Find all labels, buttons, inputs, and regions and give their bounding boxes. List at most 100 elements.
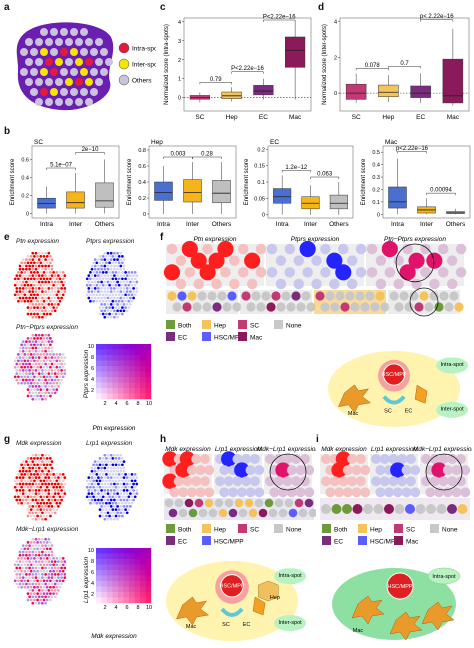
chart-title: Mac xyxy=(385,139,398,146)
tissue-spot xyxy=(119,453,123,457)
inter-spot-badge xyxy=(436,401,469,418)
tissue-spot xyxy=(111,514,115,518)
gradient-cell xyxy=(145,597,152,604)
tissue-spot xyxy=(103,489,107,492)
tissue-spot xyxy=(121,495,124,499)
gradient-cell xyxy=(112,570,119,576)
tissue-spot xyxy=(125,274,129,277)
tissue-spot xyxy=(20,353,23,356)
spot xyxy=(85,78,93,86)
tissue-spot xyxy=(29,365,33,369)
tissue-spot xyxy=(15,566,19,570)
tissue-spot xyxy=(100,476,103,479)
legend-label: Hep xyxy=(214,527,226,534)
y-tick-label: 2 xyxy=(91,592,94,598)
tissue-spot xyxy=(53,362,57,366)
tissue-spot xyxy=(36,283,39,287)
tissue-spot xyxy=(129,290,132,293)
gradient-cell xyxy=(101,581,108,587)
tissue-spot xyxy=(125,476,129,479)
tissue-spot xyxy=(31,369,35,372)
legend-swatch-hep xyxy=(202,524,211,533)
tissue-spot xyxy=(119,511,123,515)
expression-spot xyxy=(162,451,178,467)
tissue-spot xyxy=(90,466,94,470)
tissue-spot xyxy=(31,537,35,541)
tissue-spot xyxy=(98,293,102,297)
tissue-spot xyxy=(13,375,17,379)
tissue-spot xyxy=(44,280,47,284)
tissue-spot xyxy=(37,333,41,337)
tissue-spot xyxy=(63,369,67,372)
box-others xyxy=(212,180,231,204)
tissue-spot xyxy=(45,353,49,356)
tissue-spot xyxy=(111,255,115,258)
tissue-spot xyxy=(100,511,103,515)
tissue-spot xyxy=(98,479,102,483)
tissue-spot xyxy=(53,582,57,586)
tissue-spot xyxy=(53,303,57,306)
tissue-spot xyxy=(106,453,110,457)
tissue-spot xyxy=(44,517,47,521)
gradient-cell xyxy=(101,366,108,372)
gradient-cell xyxy=(101,586,108,593)
tissue-spot xyxy=(20,359,23,363)
tissue-spot xyxy=(50,385,54,388)
tissue-spot xyxy=(17,283,20,287)
tissue-spot xyxy=(21,582,25,586)
tissue-spot xyxy=(58,485,62,489)
tissue-spot xyxy=(15,560,19,563)
tissue-spot xyxy=(17,479,20,483)
tissue-spot xyxy=(124,495,127,499)
tissue-spot xyxy=(47,362,51,366)
tissue-spot xyxy=(58,557,62,560)
tissue-spot xyxy=(122,280,126,284)
tissue-spot xyxy=(122,258,126,261)
gradient-cell xyxy=(140,344,146,350)
tissue-spot xyxy=(129,296,132,300)
legend-swatch-hsc xyxy=(202,332,211,341)
tissue-spot xyxy=(63,573,67,576)
tissue-spot xyxy=(111,261,115,265)
tissue-spot xyxy=(29,541,33,544)
gradient-cell xyxy=(112,597,119,604)
background-spot xyxy=(388,476,399,487)
tissue-spot xyxy=(31,258,35,261)
background-spot xyxy=(375,278,387,290)
gradient-cell xyxy=(145,360,152,367)
x-tick-label: Inter xyxy=(420,221,434,228)
mac-cell xyxy=(389,611,423,641)
tissue-spot xyxy=(53,356,57,359)
gradient-cell xyxy=(107,586,113,593)
tissue-spot xyxy=(92,271,95,274)
tissue-spot xyxy=(28,385,31,388)
gradient-cell xyxy=(96,592,102,598)
tissue-spot xyxy=(41,489,44,492)
spot xyxy=(40,68,48,76)
tissue-spot xyxy=(89,293,92,297)
tissue-spot xyxy=(45,563,49,567)
background-spot xyxy=(293,278,304,290)
tissue-spot xyxy=(33,585,36,589)
tissue-spot xyxy=(89,283,92,287)
panel-label-d: d xyxy=(318,2,325,13)
gradient-cell xyxy=(96,553,102,560)
tissue-spot xyxy=(122,309,126,313)
tissue-spot xyxy=(23,563,27,567)
tissue-spot xyxy=(31,251,35,255)
tissue-spot xyxy=(33,479,36,483)
gradient-cell xyxy=(96,570,102,576)
tissue-spot xyxy=(114,495,118,499)
tissue-spot xyxy=(135,476,139,479)
tissue-spot xyxy=(103,482,107,486)
tissue-spot xyxy=(109,476,113,479)
tissue-spot xyxy=(116,264,119,268)
cell-spot xyxy=(365,291,375,301)
gradient-cell xyxy=(96,344,102,350)
tissue-spot xyxy=(44,303,47,306)
spot xyxy=(35,98,43,106)
tissue-spot xyxy=(119,505,123,508)
legend-label: Both xyxy=(334,527,348,534)
tissue-spot xyxy=(58,277,62,281)
legend-label: EC xyxy=(178,335,187,342)
